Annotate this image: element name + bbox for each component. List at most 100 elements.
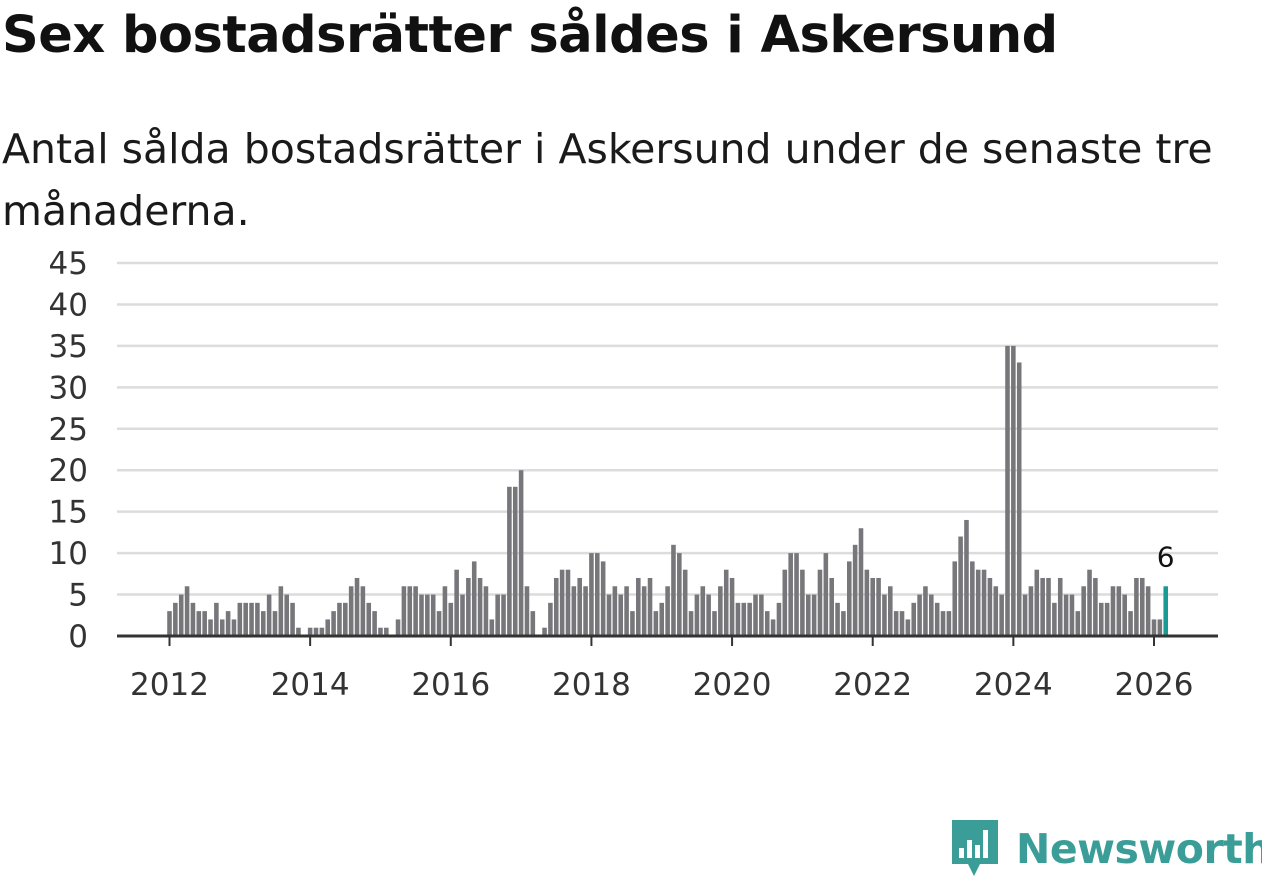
bar — [548, 602, 553, 636]
bar — [196, 611, 202, 636]
bar — [1063, 594, 1069, 636]
y-tick-label: 40 — [49, 287, 88, 323]
bar — [1075, 611, 1081, 636]
gridlines — [117, 261, 1218, 596]
bar — [1093, 577, 1098, 636]
bar — [1034, 569, 1040, 636]
bar — [923, 586, 928, 636]
bar — [888, 586, 893, 636]
bar — [372, 611, 377, 636]
bar — [325, 619, 331, 636]
bar — [260, 611, 266, 636]
bar — [952, 561, 958, 636]
bar — [595, 553, 600, 636]
bar — [272, 611, 278, 636]
bar — [1028, 586, 1034, 636]
x-tick-label: 2024 — [974, 667, 1053, 703]
x-tick-label: 2020 — [693, 667, 772, 703]
bar — [436, 611, 442, 636]
bar — [348, 586, 354, 636]
bar — [460, 594, 465, 636]
bar — [718, 586, 723, 636]
bar — [530, 611, 536, 636]
bar — [653, 611, 659, 636]
bar — [255, 602, 260, 636]
bar — [319, 627, 325, 636]
bar — [202, 611, 207, 636]
bar — [1098, 602, 1104, 636]
bar — [764, 611, 770, 636]
bar — [167, 611, 172, 636]
bar — [589, 553, 594, 636]
x-tick-label: 2014 — [271, 667, 350, 703]
y-tick-label: 5 — [68, 578, 88, 614]
bar — [214, 602, 219, 636]
bar — [911, 602, 917, 636]
bar — [501, 594, 506, 636]
bar — [454, 569, 459, 636]
bar — [1081, 586, 1086, 636]
bar — [307, 627, 313, 636]
bar — [1005, 345, 1010, 636]
bar — [993, 586, 999, 636]
bar — [612, 586, 618, 636]
bar — [776, 602, 782, 636]
bar — [811, 594, 817, 636]
bar — [618, 594, 624, 636]
bar — [173, 602, 178, 636]
bar — [1128, 611, 1133, 636]
bar — [987, 577, 993, 636]
bar — [395, 619, 401, 636]
x-tick-label: 2026 — [1115, 667, 1194, 703]
bar — [870, 577, 875, 636]
y-tick-label: 20 — [49, 453, 88, 489]
bar — [741, 602, 747, 636]
bar — [471, 561, 477, 636]
bar — [178, 594, 184, 636]
bar — [190, 602, 196, 636]
bar — [882, 594, 887, 636]
bar — [841, 611, 846, 636]
newsworthy-brand: Newsworthy — [950, 818, 1262, 880]
bar — [448, 602, 454, 636]
bar — [495, 594, 500, 636]
bar — [343, 602, 348, 636]
y-tick-label: 25 — [49, 412, 88, 448]
bar — [518, 470, 524, 636]
bar — [208, 619, 213, 636]
bar — [466, 577, 471, 636]
bar — [184, 586, 190, 636]
x-tick-label: 2012 — [130, 667, 209, 703]
bar — [483, 586, 489, 636]
bar — [331, 611, 336, 636]
bar — [665, 586, 670, 636]
bar — [1069, 594, 1075, 636]
bar — [788, 553, 793, 636]
bar — [858, 528, 864, 636]
bar — [290, 602, 295, 636]
bar — [583, 586, 588, 636]
bar — [1157, 619, 1163, 636]
x-tick-label: 2018 — [552, 667, 631, 703]
bar — [489, 619, 495, 636]
bar — [237, 602, 243, 636]
bar — [1104, 602, 1110, 636]
y-tick-label: 35 — [49, 329, 88, 365]
bar — [1046, 577, 1051, 636]
bar — [1151, 619, 1157, 636]
x-axis-labels: 2012 2014 2016 2018 2020 2022 2024 2026 — [130, 636, 1193, 703]
bar — [647, 577, 653, 636]
bar — [934, 602, 940, 636]
bar — [964, 519, 969, 636]
y-tick-label: 0 — [68, 619, 88, 655]
bar — [729, 577, 735, 636]
bar — [401, 586, 407, 636]
bar — [384, 627, 389, 636]
bar — [735, 602, 741, 636]
bar — [829, 577, 834, 636]
bar — [378, 627, 383, 636]
bar — [565, 569, 571, 636]
bar — [835, 602, 840, 636]
bar — [507, 486, 512, 636]
